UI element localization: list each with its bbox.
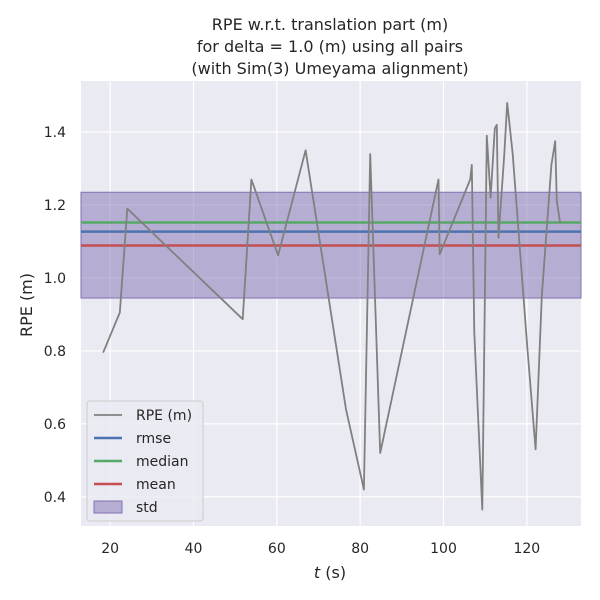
legend-swatch <box>94 501 122 513</box>
y-tick-label: 0.8 <box>44 344 66 360</box>
legend-label: std <box>136 500 158 516</box>
x-tick-label: 20 <box>101 541 119 557</box>
legend-label: RPE (m) <box>136 408 192 424</box>
x-tick-label: 100 <box>430 541 457 557</box>
title-line-1: RPE w.r.t. translation part (m) <box>212 15 448 34</box>
x-tick-label: 40 <box>185 541 203 557</box>
x-axis-label: t (s) <box>314 563 346 582</box>
legend: RPE (m) rmse median mean std <box>87 401 203 521</box>
title-line-2: for delta = 1.0 (m) using all pairs <box>197 37 463 56</box>
y-axis-label: RPE (m) <box>17 273 36 337</box>
legend-label: mean <box>136 477 176 493</box>
x-tick-label: 80 <box>351 541 369 557</box>
y-tick-label: 1.0 <box>44 271 66 287</box>
y-tick-label: 1.4 <box>44 125 66 141</box>
x-axis-unit: (s) <box>320 563 346 582</box>
y-tick-label: 0.6 <box>44 417 66 433</box>
y-tick-label: 1.2 <box>44 198 66 214</box>
legend-label: rmse <box>136 431 171 447</box>
chart-title: RPE w.r.t. translation part (m) for delt… <box>191 15 468 78</box>
y-tick-label: 0.4 <box>44 490 66 506</box>
x-tick-label: 60 <box>268 541 286 557</box>
x-tick-label: 120 <box>513 541 540 557</box>
legend-label: median <box>136 454 188 470</box>
title-line-3: (with Sim(3) Umeyama alignment) <box>191 59 468 78</box>
